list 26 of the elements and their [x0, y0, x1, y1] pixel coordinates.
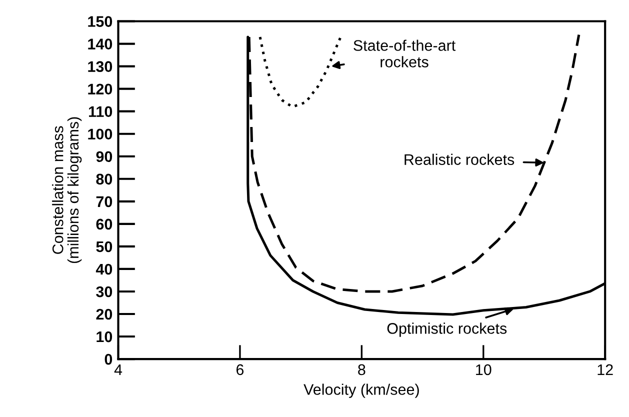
y-tick-label: 40 — [96, 264, 112, 275]
y-tick-label: 100 — [88, 128, 112, 140]
x-tick-label: 6 — [236, 364, 244, 376]
annotation: State-of-the-art rockets — [354, 40, 456, 68]
y-tick-label: 130 — [88, 61, 112, 72]
y-tick-label: 120 — [88, 84, 112, 95]
y-tick-label: 110 — [89, 106, 112, 118]
y-tick-label: 10 — [96, 331, 112, 342]
y-tick-label: 60 — [96, 218, 112, 230]
y-tick-label: 80 — [96, 174, 112, 185]
x-axis-title: Velocity (km/see) — [304, 384, 419, 398]
y-tick-label: 70 — [96, 196, 112, 208]
y-tick-label: 30 — [96, 286, 112, 298]
x-tick-label: 4 — [114, 364, 122, 375]
y-axis-title: Constellation mass (millions of kilograms) — [52, 117, 82, 264]
y-tick-label: 20 — [96, 308, 112, 320]
y-tick-label: 0 — [104, 354, 112, 365]
annotation: Optimistic rockets — [387, 322, 507, 337]
x-tick-label: 12 — [598, 364, 613, 375]
annotation: Realistic rockets — [404, 154, 514, 165]
y-tick-label: 150 — [88, 16, 112, 27]
x-tick-label: 8 — [358, 364, 366, 376]
y-tick-label: 50 — [96, 241, 112, 252]
y-tick-label: 90 — [96, 151, 112, 162]
y-tick-label: 140 — [88, 38, 112, 50]
x-tick-label: 10 — [476, 364, 492, 376]
